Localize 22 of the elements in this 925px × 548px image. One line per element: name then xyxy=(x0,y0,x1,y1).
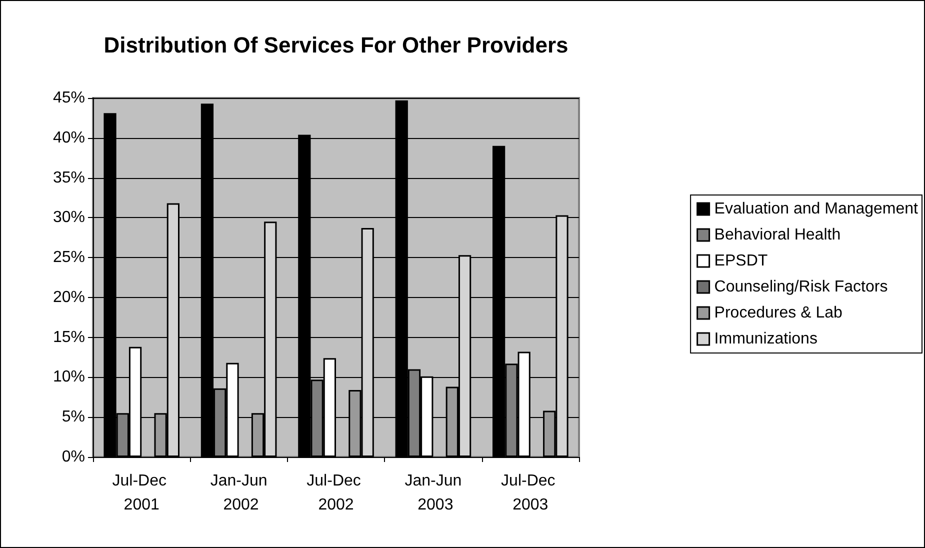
y-tick-label: 20% xyxy=(52,288,85,306)
x-tick-label: Jan-Jun 2003 xyxy=(404,472,462,514)
y-tick-label: 15% xyxy=(52,328,85,346)
y-tick-label: 10% xyxy=(52,368,85,386)
x-tick-label: Jan-Jun 2002 xyxy=(210,472,268,514)
legend-label: Evaluation and Management xyxy=(714,200,919,218)
y-tick-label: 35% xyxy=(52,169,85,186)
legend-label: Behavioral Health xyxy=(714,226,841,244)
x-tick-label: Jul-Dec 2001 xyxy=(112,472,171,514)
legend-label: EPSDT xyxy=(714,252,768,270)
y-tick-label: 5% xyxy=(62,408,85,426)
y-tick-label: 30% xyxy=(52,209,85,226)
y-tick-label: 0% xyxy=(62,448,85,466)
y-tick-label: 45% xyxy=(52,90,85,106)
legend-label: Immunizations xyxy=(714,330,818,348)
x-tick-label: Jul-Dec 2002 xyxy=(306,472,366,514)
chart-title: Distribution Of Services For Other Providers xyxy=(104,32,568,58)
y-tick-label: 25% xyxy=(52,249,85,266)
x-tick-label: Jul-Dec 2003 xyxy=(501,472,560,514)
legend-label: Procedures & Lab xyxy=(714,304,842,322)
legend-label: Counseling/Risk Factors xyxy=(714,278,888,296)
y-tick-label: 40% xyxy=(52,129,85,146)
